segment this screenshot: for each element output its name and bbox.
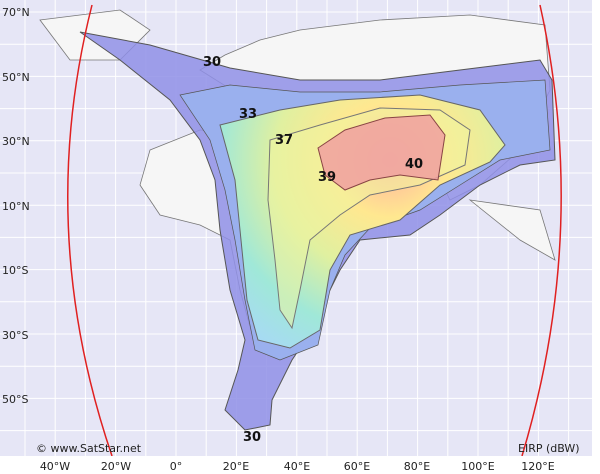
lon-label: 100°E: [461, 460, 494, 473]
lat-label: 50°S: [2, 393, 28, 406]
contour-label: 39: [318, 170, 336, 185]
credit: © www.SatStar.net: [36, 442, 142, 455]
bottom-strip: [0, 456, 600, 474]
lon-label: 80°E: [404, 460, 430, 473]
lat-label: 30°S: [2, 329, 28, 342]
lon-label: 60°E: [344, 460, 370, 473]
lon-label: 40°W: [40, 460, 70, 473]
contour-40: [317, 114, 446, 191]
visibility-edge: [67, 4, 562, 457]
lon-label: 20°W: [101, 460, 131, 473]
labels: 30 33 37 39 40 30: [203, 55, 423, 445]
lat-label: 70°N: [2, 6, 30, 19]
lat-label: 30°N: [2, 135, 30, 148]
lon-label: 120°E: [521, 460, 554, 473]
contour-label: 30: [243, 430, 261, 445]
contour-label: 33: [239, 107, 257, 122]
lat-label: 10°N: [2, 200, 30, 213]
contour-label: 37: [275, 133, 293, 148]
lon-label: 20°E: [223, 460, 249, 473]
lon-label: 0°: [170, 460, 183, 473]
contour-label: 40: [405, 157, 423, 172]
legend: EIRP (dBW): [518, 442, 580, 455]
contour-label: 30: [203, 55, 221, 70]
lat-label: 50°N: [2, 71, 30, 84]
lat-label: 10°S: [2, 264, 28, 277]
lon-label: 40°E: [284, 460, 310, 473]
